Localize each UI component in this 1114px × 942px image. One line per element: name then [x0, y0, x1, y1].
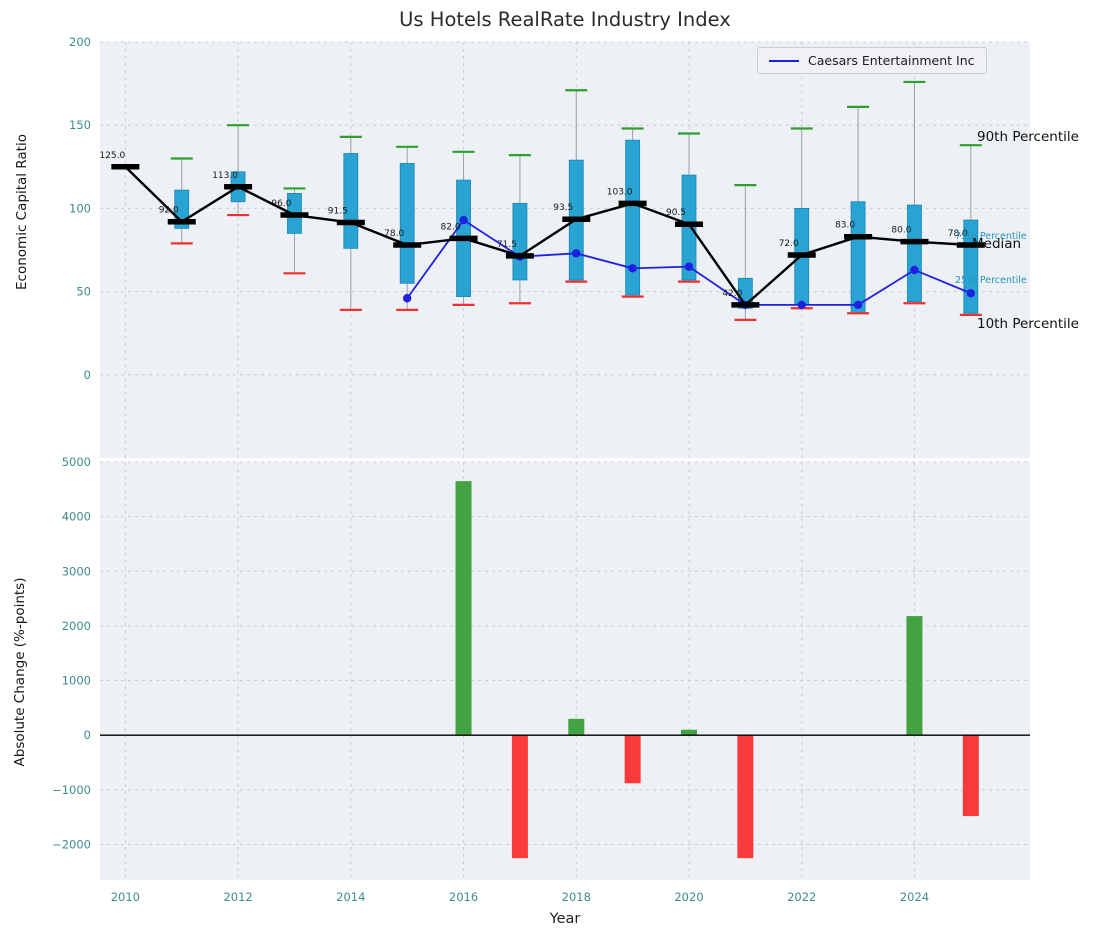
median-value-label: 92.0 — [159, 206, 179, 216]
change-bar-2025 — [962, 735, 979, 817]
distribution-2020 — [678, 132, 700, 283]
x-tick-label: 2016 — [449, 890, 478, 904]
median-line — [124, 165, 971, 307]
iqr-box — [625, 139, 641, 296]
iqr-box — [907, 204, 922, 302]
bottom-plot-area — [100, 462, 1030, 880]
legend[interactable]: Caesars Entertainment Inc — [757, 47, 987, 74]
x-tick-label: 2014 — [336, 890, 365, 904]
chart-title: Us Hotels RealRate Industry Index — [399, 8, 731, 31]
caesars-marker — [402, 294, 412, 303]
change-bar-2019 — [624, 735, 641, 784]
median-value-label: 78.0 — [948, 229, 968, 239]
median-value-label: 125.0 — [99, 151, 125, 161]
caesars-marker — [684, 262, 694, 271]
change-bar-2016 — [455, 481, 472, 736]
x-axis-label: Year — [549, 911, 581, 927]
legend-line-sample — [769, 59, 799, 62]
median-value-label: 72.0 — [779, 239, 799, 249]
y-tick-label: 0 — [84, 728, 91, 742]
median-value-label: 96.0 — [271, 199, 291, 209]
top-plot-area — [100, 42, 1030, 458]
median-value-label: 71.5 — [497, 240, 517, 250]
median-value-label: 42.0 — [722, 289, 742, 299]
distribution-2015 — [396, 145, 419, 312]
median-value-label: 78.0 — [384, 229, 404, 239]
annotation-median: Median — [972, 236, 1022, 252]
change-bar-2020 — [681, 729, 697, 736]
distribution-2019 — [621, 127, 644, 298]
y-tick-label: −2000 — [52, 837, 91, 851]
iqr-box — [681, 174, 697, 281]
median-value-label: 103.0 — [607, 187, 633, 197]
caesars-marker — [572, 249, 581, 258]
caesars-marker — [853, 300, 863, 310]
bottom-y-axis-label: Absolute Change (%-points) — [12, 577, 28, 767]
median-value-label: 83.0 — [835, 221, 855, 231]
annotation-90th-percentile: 90th Percentile — [977, 129, 1079, 145]
median-value-label: 80.0 — [891, 226, 911, 236]
iqr-box — [343, 153, 359, 249]
top-y-axis-label: Economic Capital Ratio — [14, 134, 30, 290]
y-tick-label: 1000 — [62, 674, 91, 688]
annotation-10th-percentile: 10th Percentile — [977, 316, 1079, 332]
median-value-label: 113.0 — [212, 171, 238, 181]
y-tick-label: 50 — [76, 285, 91, 299]
legend-label: Caesars Entertainment Inc — [808, 53, 975, 68]
change-bar-2018 — [568, 718, 585, 736]
median-value-label: 93.5 — [553, 203, 573, 213]
y-tick-label: 150 — [69, 118, 91, 132]
iqr-box — [850, 201, 866, 314]
y-tick-label: 5000 — [62, 455, 91, 469]
change-bar-2024 — [906, 616, 923, 736]
median-value-label: 90.5 — [666, 208, 686, 218]
x-tick-label: 2018 — [562, 890, 591, 904]
x-tick-label: 2022 — [787, 890, 816, 904]
x-tick-label: 2024 — [900, 890, 929, 904]
x-tick-label: 2010 — [111, 890, 140, 904]
x-tick-label: 2012 — [223, 890, 252, 904]
distribution-2023 — [847, 105, 870, 315]
annotation-25th-percentile: 25th Percentile — [955, 275, 1027, 286]
y-tick-label: 2000 — [62, 619, 91, 633]
median-value-label: 82.0 — [441, 222, 461, 232]
distribution-2017 — [508, 154, 531, 305]
iqr-box — [512, 203, 528, 281]
annotation-75th-percentile: 75th Percentile — [955, 231, 1027, 242]
iqr-box — [399, 163, 415, 284]
y-tick-label: 0 — [84, 368, 91, 382]
median-value-label: 91.5 — [328, 207, 348, 217]
y-tick-label: −1000 — [52, 783, 91, 797]
x-tick-label: 2020 — [674, 890, 703, 904]
y-tick-label: 100 — [69, 201, 91, 215]
change-bar-2021 — [737, 735, 754, 859]
y-tick-label: 3000 — [62, 564, 91, 578]
y-tick-label: 4000 — [62, 510, 91, 524]
caesars-marker — [797, 300, 806, 310]
caesars-marker — [628, 264, 637, 273]
y-tick-label: 200 — [69, 35, 91, 49]
caesars-marker — [910, 265, 919, 275]
caesars-marker — [966, 289, 976, 298]
change-bar-2017 — [511, 735, 528, 859]
caesars-marker — [459, 215, 468, 225]
